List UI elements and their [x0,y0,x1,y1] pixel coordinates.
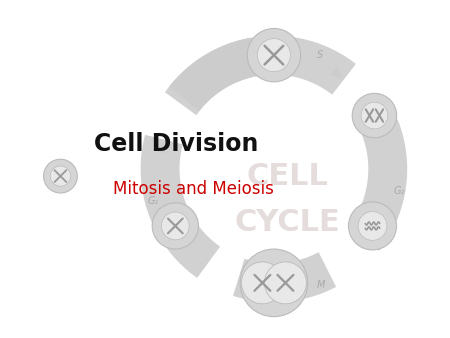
Circle shape [247,28,301,82]
Circle shape [265,262,306,304]
Circle shape [358,212,387,240]
Circle shape [242,262,284,304]
Circle shape [257,39,290,72]
Circle shape [240,249,308,317]
Circle shape [361,102,388,129]
Circle shape [44,159,77,193]
Circle shape [348,202,396,250]
Text: M: M [317,280,325,290]
Circle shape [152,203,198,249]
Circle shape [50,166,71,186]
Text: Cell Division: Cell Division [94,132,258,156]
Text: CYCLE: CYCLE [234,208,340,237]
Text: G₁: G₁ [147,196,159,207]
Text: CELL: CELL [246,162,328,191]
Text: S: S [317,50,323,60]
Circle shape [162,212,189,240]
Text: G₂: G₂ [394,186,405,196]
Circle shape [352,93,397,138]
Text: Mitosis and Meiosis: Mitosis and Meiosis [113,179,274,198]
